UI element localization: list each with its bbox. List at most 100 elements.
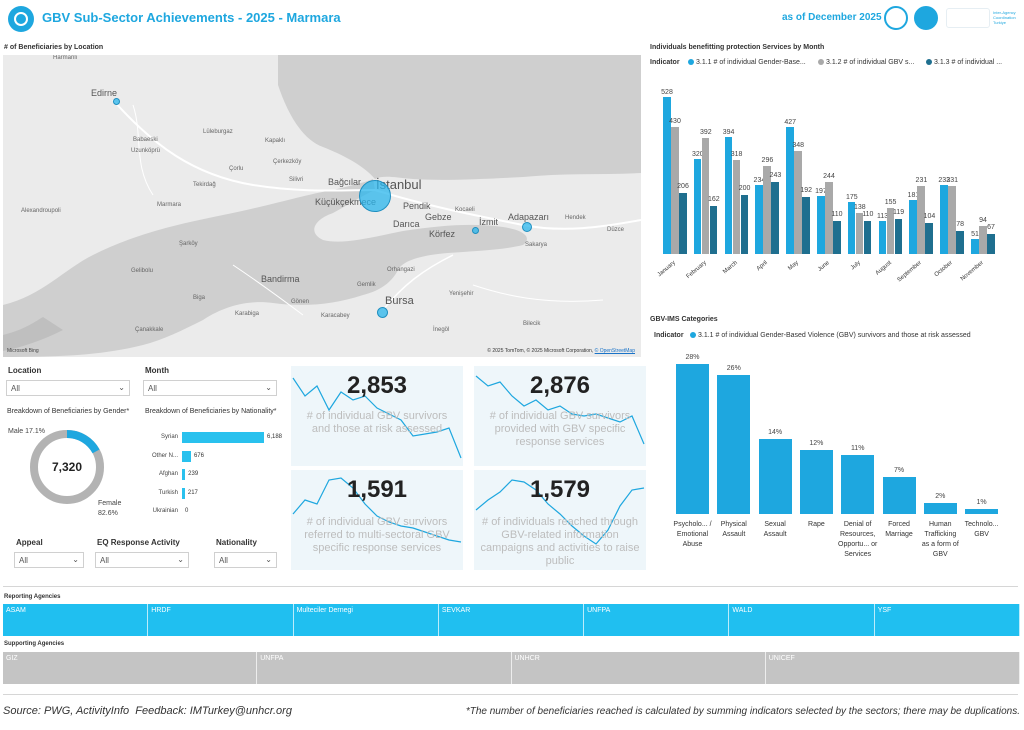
agency-cell[interactable]: UNICEF bbox=[765, 652, 1020, 684]
month-bar[interactable] bbox=[786, 127, 794, 254]
bar-value-label: 110 bbox=[831, 211, 843, 219]
month-bar[interactable] bbox=[948, 185, 956, 254]
month-bar[interactable] bbox=[917, 185, 925, 254]
category-bar[interactable] bbox=[758, 439, 792, 514]
kpi-card-referred[interactable]: 1,591 # of individual GBV survivors refe… bbox=[291, 470, 463, 570]
month-bar[interactable] bbox=[878, 220, 887, 254]
donut-male-segment[interactable] bbox=[30, 430, 104, 504]
agency-cell[interactable]: SEVKAR bbox=[438, 604, 585, 636]
appeal-dropdown[interactable]: All ⌄ bbox=[14, 552, 84, 568]
legend-item[interactable]: 3.1.1 # of individual Gender-Base... bbox=[688, 59, 806, 66]
month-bar[interactable] bbox=[802, 197, 810, 254]
nationality-bar[interactable] bbox=[182, 487, 185, 499]
male-label: Male 17.1% bbox=[8, 428, 45, 435]
map-bubble-adapazari[interactable] bbox=[522, 222, 532, 232]
category-bar[interactable] bbox=[841, 455, 875, 514]
map-label: İnegöl bbox=[433, 327, 450, 333]
bar-value-label: 233 bbox=[938, 176, 951, 184]
eq-response-dropdown[interactable]: All ⌄ bbox=[95, 552, 189, 568]
map-bubble-istanbul[interactable] bbox=[359, 180, 391, 212]
nationality-bar[interactable] bbox=[182, 432, 264, 443]
month-bar[interactable] bbox=[886, 208, 895, 254]
beneficiaries-map[interactable]: Harmanli Edirne Babaeski Uzunköprü Lüleb… bbox=[3, 55, 641, 357]
month-dropdown[interactable]: All ⌄ bbox=[143, 380, 277, 396]
map-label: Tekirdağ bbox=[193, 182, 216, 188]
legend-item[interactable]: 3.1.2 # of individual GBV s... bbox=[818, 59, 914, 66]
month-bar[interactable] bbox=[671, 126, 679, 254]
month-bar[interactable] bbox=[825, 181, 833, 254]
category-bar[interactable] bbox=[799, 449, 833, 514]
legend-dot-icon bbox=[690, 332, 696, 338]
category-bar[interactable] bbox=[923, 503, 957, 514]
category-value-label: 11% bbox=[850, 445, 865, 453]
month-bar[interactable] bbox=[740, 194, 749, 254]
nationality-category-label: Syrian bbox=[160, 434, 178, 440]
agency-cell[interactable]: Multeciler Dernegi bbox=[293, 604, 439, 636]
kpi-value: 2,876 bbox=[529, 372, 591, 399]
map-city-label: Edirne bbox=[91, 88, 118, 98]
chevron-down-icon: ⌄ bbox=[118, 383, 125, 392]
month-bar[interactable] bbox=[817, 195, 825, 254]
month-bar[interactable] bbox=[940, 184, 948, 254]
month-bar[interactable] bbox=[732, 159, 741, 254]
chevron-down-icon: ⌄ bbox=[177, 555, 184, 564]
category-bar[interactable] bbox=[965, 508, 999, 514]
month-bar[interactable] bbox=[763, 166, 771, 254]
month-bar[interactable] bbox=[987, 234, 995, 254]
month-bar[interactable] bbox=[925, 223, 933, 254]
openstreetmap-link[interactable]: © OpenStreetMap bbox=[594, 348, 635, 354]
agency-cell[interactable]: WALD bbox=[729, 604, 875, 636]
agency-cell[interactable]: UNHCR bbox=[511, 652, 766, 684]
kpi-card-response-services[interactable]: 2,876 # of individual GBV survivors prov… bbox=[474, 366, 646, 466]
category-bar[interactable] bbox=[717, 374, 751, 514]
bar-value-label: 155 bbox=[884, 199, 897, 207]
month-bar[interactable] bbox=[771, 181, 779, 254]
month-bar[interactable] bbox=[979, 226, 987, 254]
agency-cell[interactable]: HRDF bbox=[148, 604, 294, 636]
map-city-label: Bandirma bbox=[261, 274, 300, 284]
legend-item[interactable]: 3.1.1 # of individual Gender-Based Viole… bbox=[690, 332, 971, 339]
location-dropdown[interactable]: All ⌄ bbox=[6, 380, 130, 396]
nationality-bar[interactable] bbox=[182, 450, 191, 462]
category-bar[interactable] bbox=[882, 476, 916, 514]
month-bar[interactable] bbox=[847, 202, 856, 254]
month-bar[interactable] bbox=[701, 137, 710, 254]
nationality-dropdown[interactable]: All ⌄ bbox=[214, 552, 277, 568]
month-bar[interactable] bbox=[794, 150, 802, 254]
month-bar[interactable] bbox=[894, 218, 903, 254]
kpi-card-information-campaigns[interactable]: 1,579 # of individuals reached through G… bbox=[474, 470, 646, 570]
agency-cell[interactable]: YSF bbox=[874, 604, 1020, 636]
month-bar[interactable] bbox=[971, 238, 979, 254]
iasc-logo-text: Inter-Agency Coordination Turkiye bbox=[993, 10, 1016, 25]
kpi-sparkline bbox=[292, 377, 462, 459]
feedback-email[interactable]: : IMTurkey@unhcr.org bbox=[183, 705, 292, 717]
legend-item[interactable]: 3.1.3 # of individual ... bbox=[926, 59, 1002, 66]
supporting-agencies-title: Supporting Agencies bbox=[4, 641, 65, 647]
agency-cell[interactable]: UNFPA bbox=[584, 604, 730, 636]
category-axis-label: Rape bbox=[808, 521, 825, 528]
bar-value-label: 430 bbox=[669, 117, 681, 125]
category-bar[interactable] bbox=[676, 364, 709, 514]
nationality-bar[interactable] bbox=[182, 469, 186, 480]
month-bar[interactable] bbox=[855, 213, 864, 254]
month-bar[interactable] bbox=[755, 184, 763, 254]
map-bubble-edirne[interactable] bbox=[113, 98, 120, 105]
map-bubble-izmit[interactable] bbox=[472, 227, 479, 234]
month-bar[interactable] bbox=[956, 230, 964, 254]
month-bar[interactable] bbox=[863, 221, 872, 254]
month-bar[interactable] bbox=[679, 192, 687, 254]
month-bar[interactable] bbox=[693, 159, 702, 254]
agency-cell[interactable]: ASAM bbox=[3, 604, 149, 636]
kpi-card-assessed[interactable]: 2,853 # of individual GBV survivors and … bbox=[291, 366, 463, 466]
month-bar[interactable] bbox=[663, 97, 671, 254]
month-bar[interactable] bbox=[909, 200, 917, 254]
agency-cell[interactable]: UNFPA bbox=[257, 652, 512, 684]
bar-value-label: 192 bbox=[800, 187, 813, 195]
month-bar[interactable] bbox=[709, 205, 718, 254]
gender-donut[interactable]: 7,320 bbox=[28, 428, 106, 506]
map-label: Marmara bbox=[157, 202, 182, 208]
month-bar[interactable] bbox=[833, 221, 841, 254]
agency-cell[interactable]: GIZ bbox=[3, 652, 258, 684]
month-bar[interactable] bbox=[724, 137, 733, 254]
map-bubble-bursa[interactable] bbox=[377, 307, 388, 318]
